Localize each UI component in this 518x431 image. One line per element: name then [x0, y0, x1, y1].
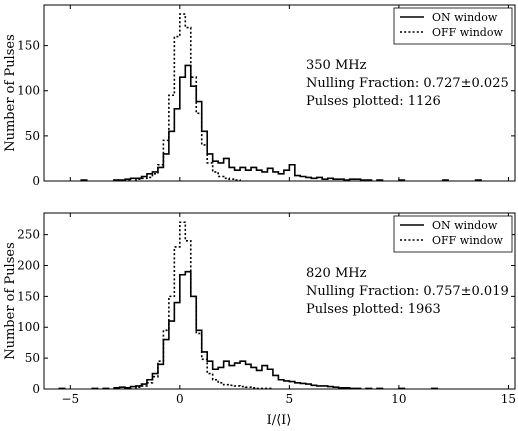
- x-tick-label: −5: [61, 392, 79, 406]
- series-line-on-window: [58, 270, 439, 390]
- legend-box: [393, 7, 513, 45]
- y-axis-label: Number of Pulses: [3, 242, 18, 360]
- annotation-pulses-plotted: Pulses plotted: 1963: [306, 302, 441, 317]
- series-line-on-window: [80, 64, 482, 181]
- series-line-off-window: [113, 13, 241, 181]
- annotation-nulling-fraction: Nulling Fraction: 0.757±0.019: [306, 284, 509, 299]
- legend-entry: OFF window: [432, 26, 503, 39]
- x-tick-label: 5: [286, 392, 294, 406]
- y-tick-label: 100: [17, 84, 40, 98]
- y-axis-label: Number of Pulses: [3, 34, 18, 152]
- plot-frame: [43, 4, 516, 182]
- x-tick-label: 10: [391, 392, 406, 406]
- y-tick-label: 0: [32, 174, 40, 188]
- y-tick-label: 100: [17, 320, 40, 334]
- y-tick-label: 200: [17, 258, 40, 272]
- y-tick-label: 250: [17, 228, 40, 242]
- y-tick-label: 150: [17, 289, 40, 303]
- y-tick-label: 50: [25, 351, 40, 365]
- legend-entry: OFF window: [432, 234, 503, 247]
- y-tick-label: 150: [17, 39, 40, 53]
- x-axis-label: I/⟨I⟩: [267, 413, 292, 428]
- annotation-nulling-fraction: Nulling Fraction: 0.727±0.025: [306, 76, 509, 91]
- legend-box: [393, 215, 513, 253]
- annotation-frequency: 350 MHz: [306, 58, 367, 73]
- y-tick-label: 50: [25, 129, 40, 143]
- plot-frame: [43, 212, 516, 390]
- x-tick-label: 0: [176, 392, 184, 406]
- annotation-frequency: 820 MHz: [306, 266, 367, 281]
- legend-entry: ON window: [432, 11, 498, 24]
- annotation-pulses-plotted: Pulses plotted: 1126: [306, 94, 441, 109]
- legend-entry: ON window: [432, 219, 498, 232]
- x-tick-label: 15: [501, 392, 516, 406]
- y-tick-label: 0: [32, 382, 40, 396]
